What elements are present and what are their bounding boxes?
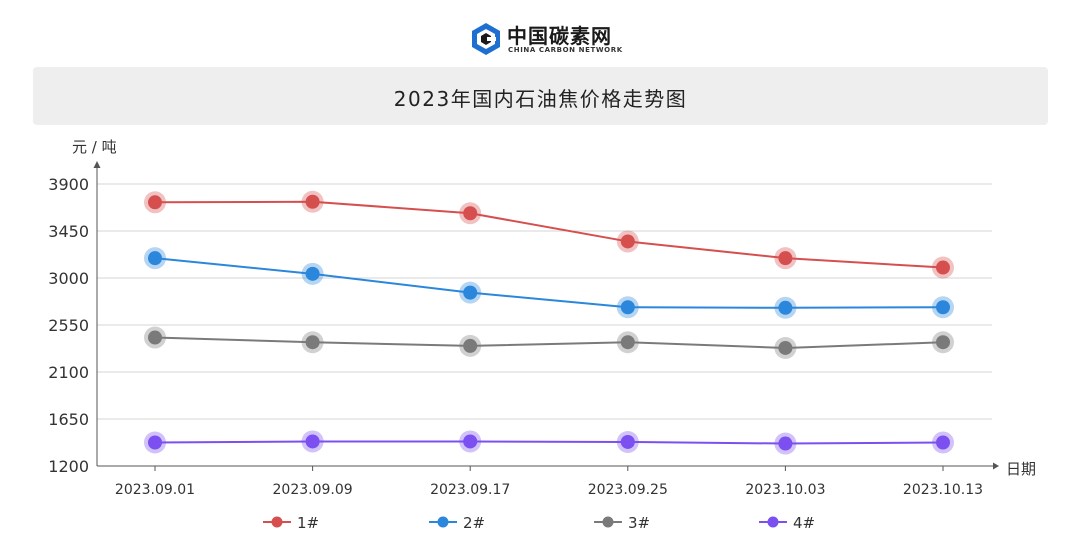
x-axis-label: 日期	[1006, 460, 1036, 478]
legend-swatch-dot	[602, 516, 614, 528]
data-point	[148, 251, 162, 266]
legend-swatch-dot	[437, 516, 449, 528]
data-point	[463, 434, 478, 449]
chart-title-bar: 2023年国内石油焦价格走势图	[33, 67, 1048, 125]
y-tick-label: 1200	[48, 457, 89, 476]
x-tick-label: 2023.09.25	[588, 482, 668, 498]
data-point	[305, 434, 320, 449]
x-tick-label: 2023.09.17	[430, 482, 510, 498]
y-tick-label: 1650	[48, 410, 89, 429]
legend-label: 2#	[463, 514, 485, 532]
chart-title: 2023年国内石油焦价格走势图	[393, 87, 688, 111]
x-tick-label: 2023.10.13	[903, 482, 983, 498]
data-point	[463, 285, 478, 300]
data-point	[778, 340, 793, 355]
y-axis-arrow-icon	[93, 161, 101, 168]
y-axis-label: 元 / 吨	[72, 138, 117, 156]
series-line-4	[154, 440, 944, 445]
data-point	[620, 335, 635, 350]
data-point	[305, 194, 320, 209]
data-point	[936, 260, 950, 275]
data-point	[305, 335, 320, 350]
legend-label: 1#	[297, 514, 319, 532]
data-point	[148, 330, 162, 345]
data-point	[305, 266, 320, 281]
data-point	[778, 436, 793, 451]
data-point	[620, 300, 635, 315]
y-tick-label: 2100	[48, 363, 89, 382]
data-point	[620, 234, 635, 249]
brand-logo: 中国碳素网 CHINA CARBON NETWORK	[470, 20, 630, 60]
legend-swatch-dot	[271, 516, 283, 528]
y-tick-label: 2550	[48, 316, 89, 335]
data-point	[778, 251, 793, 266]
data-point	[620, 434, 635, 449]
series-line-2	[154, 257, 944, 309]
data-point	[463, 338, 478, 353]
data-point	[936, 435, 950, 450]
y-tick-label: 3900	[48, 175, 89, 194]
logo-mark-icon	[472, 23, 500, 55]
logo-english-text: CHINA CARBON NETWORK	[508, 46, 623, 54]
legend-label: 3#	[628, 514, 650, 532]
data-point	[936, 300, 950, 315]
legend-label: 4#	[793, 514, 815, 532]
x-tick-label: 2023.09.09	[273, 482, 353, 498]
y-tick-label: 3450	[48, 222, 89, 241]
series-line-1	[154, 200, 944, 269]
data-point	[778, 300, 793, 315]
data-point	[148, 435, 162, 450]
x-tick-label: 2023.09.01	[115, 482, 195, 498]
data-point	[936, 335, 950, 350]
data-point	[148, 195, 162, 210]
y-tick-label: 3000	[48, 269, 89, 288]
series-line-3	[154, 336, 944, 349]
logo-chinese-text: 中国碳素网	[507, 24, 612, 48]
legend-swatch-dot	[767, 516, 779, 528]
x-axis-arrow-icon	[993, 462, 999, 470]
x-tick-label: 2023.10.03	[745, 482, 825, 498]
data-point	[463, 206, 478, 221]
